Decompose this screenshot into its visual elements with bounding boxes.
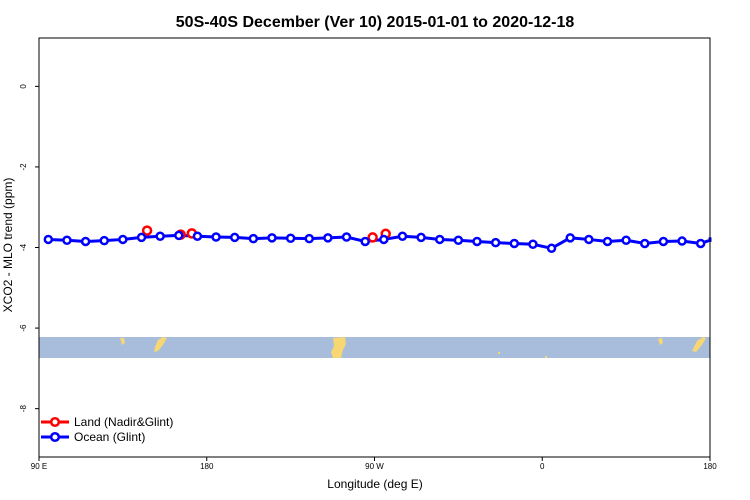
ocean-point <box>528 239 538 250</box>
land-mass <box>498 352 500 354</box>
ocean-point <box>695 238 706 249</box>
land-mass <box>154 337 167 352</box>
ocean-point <box>472 236 482 247</box>
land-point <box>141 225 153 236</box>
ocean-band <box>39 337 710 358</box>
y-tick-label: -4 <box>19 243 28 251</box>
ocean-point <box>285 233 296 243</box>
ocean-point <box>323 233 333 243</box>
ocean-point <box>509 238 520 249</box>
ocean-point <box>211 232 221 242</box>
ocean-point <box>602 236 613 247</box>
ocean-point <box>99 235 109 246</box>
ocean-point <box>453 235 464 245</box>
ocean-point <box>229 232 240 243</box>
legend: Land (Nadir&Glint)Ocean (Glint) <box>41 415 173 444</box>
land-mass <box>331 337 346 358</box>
land-mass <box>545 356 547 358</box>
ocean-point <box>584 234 594 245</box>
y-axis-label: XCO2 - MLO trend (ppm) <box>1 178 15 313</box>
ocean-point <box>136 232 147 243</box>
land-mass <box>692 337 706 352</box>
ocean-point <box>80 236 91 247</box>
chart-title: 50S-40S December (Ver 10) 2015-01-01 to … <box>176 14 575 31</box>
ocean-point <box>621 235 631 245</box>
ocean-point <box>397 231 408 241</box>
land-point <box>367 232 378 243</box>
ocean-point <box>546 243 557 254</box>
ocean-point <box>267 233 277 243</box>
x-tick-label: 180 <box>703 462 717 471</box>
land-mass <box>120 338 125 345</box>
legend-marker <box>49 416 61 428</box>
ocean-point <box>192 231 203 241</box>
y-tick-label: -6 <box>19 324 28 332</box>
ocean-point <box>677 236 687 246</box>
y-tick-label: -8 <box>19 405 28 413</box>
ocean-point <box>434 234 445 245</box>
ocean-point <box>640 238 650 249</box>
legend-label: Ocean (Glint) <box>74 430 145 444</box>
x-tick-label: 90 E <box>31 462 47 471</box>
legend-label: Land (Nadir&Glint) <box>74 415 173 429</box>
x-axis: 90 E 180 90 W 0 180 <box>31 457 717 471</box>
ocean-point <box>565 233 575 243</box>
y-tick-label: -2 <box>19 163 28 171</box>
legend-marker <box>49 431 61 443</box>
x-tick-label: 0 <box>540 462 545 471</box>
x-axis-label: Longitude (deg E) <box>327 477 422 491</box>
ocean-point <box>490 237 501 248</box>
x-tick-label: 180 <box>200 462 214 471</box>
ocean-band-strip <box>39 337 710 358</box>
x-tick-label: 90 W <box>365 462 384 471</box>
ocean-point <box>304 233 315 244</box>
ocean-point <box>155 231 165 241</box>
y-axis: 0 -2 -4 -6 -8 <box>19 84 39 413</box>
ocean-point <box>118 234 128 245</box>
ocean-point <box>360 236 370 247</box>
plot-frame <box>38 37 711 458</box>
ocean-point <box>174 230 184 241</box>
ocean-point <box>43 234 54 245</box>
ocean-point <box>379 234 389 245</box>
land-mass <box>658 338 663 345</box>
ocean-point <box>248 233 259 244</box>
ocean-point <box>658 236 669 247</box>
ocean-point <box>62 235 72 245</box>
ocean-point <box>341 232 352 242</box>
y-tick-label: 0 <box>19 84 28 89</box>
plot-marks <box>43 225 712 254</box>
ocean-point <box>416 232 426 243</box>
